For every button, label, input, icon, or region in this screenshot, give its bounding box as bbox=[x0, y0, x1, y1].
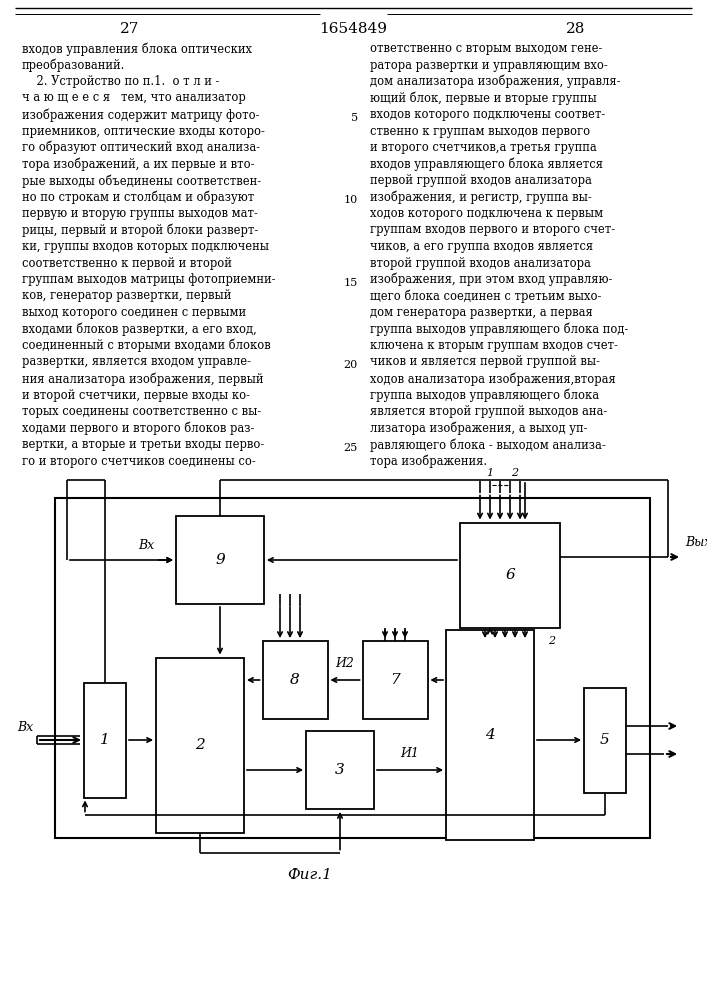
Text: соединенный с вторыми входами блоков: соединенный с вторыми входами блоков bbox=[22, 339, 271, 353]
Bar bbox=[446, 630, 534, 840]
Bar bbox=[460, 522, 560, 628]
Bar bbox=[306, 731, 374, 809]
Text: выход которого соединен с первыми: выход которого соединен с первыми bbox=[22, 306, 246, 319]
Text: второй группой входов анализатора: второй группой входов анализатора bbox=[370, 256, 591, 269]
Text: группа выходов управляющего блока: группа выходов управляющего блока bbox=[370, 388, 599, 402]
Text: дом генератора развертки, а первая: дом генератора развертки, а первая bbox=[370, 306, 592, 319]
Text: 8: 8 bbox=[290, 673, 300, 687]
Text: входов управления блока оптических: входов управления блока оптических bbox=[22, 42, 252, 55]
Text: 5: 5 bbox=[600, 733, 610, 747]
Text: Вх: Вх bbox=[138, 539, 154, 552]
Text: 2. Устройство по п.1.  о т л и -: 2. Устройство по п.1. о т л и - bbox=[22, 75, 219, 88]
Text: и второй счетчики, первые входы ко-: и второй счетчики, первые входы ко- bbox=[22, 388, 250, 401]
Text: но по строкам и столбцам и образуют: но по строкам и столбцам и образуют bbox=[22, 190, 255, 204]
Text: го образуют оптический вход анализа-: го образуют оптический вход анализа- bbox=[22, 141, 260, 154]
Text: Вх: Вх bbox=[17, 721, 33, 734]
Bar bbox=[262, 641, 327, 719]
Text: ственно к группам выходов первого: ственно к группам выходов первого bbox=[370, 124, 590, 137]
Text: рицы, первый и второй блоки разверт-: рицы, первый и второй блоки разверт- bbox=[22, 224, 258, 237]
Bar bbox=[55, 498, 650, 838]
Text: ходов которого подключена к первым: ходов которого подключена к первым bbox=[370, 207, 603, 220]
Bar bbox=[584, 688, 626, 792]
Text: ч а ю щ е е с я   тем, что анализатор: ч а ю щ е е с я тем, что анализатор bbox=[22, 92, 246, 104]
Text: входов которого подключены соответ-: входов которого подключены соответ- bbox=[370, 108, 605, 121]
Text: лизатора изображения, а выход уп-: лизатора изображения, а выход уп- bbox=[370, 422, 588, 435]
Text: дом анализатора изображения, управля-: дом анализатора изображения, управля- bbox=[370, 75, 621, 89]
Text: 27: 27 bbox=[120, 22, 140, 36]
Text: группа выходов управляющего блока под-: группа выходов управляющего блока под- bbox=[370, 322, 629, 336]
Text: рые выходы объединены соответствен-: рые выходы объединены соответствен- bbox=[22, 174, 261, 188]
Text: 2: 2 bbox=[549, 636, 556, 646]
Text: И1: И1 bbox=[401, 747, 419, 760]
Text: вертки, а вторые и третьи входы перво-: вертки, а вторые и третьи входы перво- bbox=[22, 438, 264, 451]
Text: ющий блок, первые и вторые группы: ющий блок, первые и вторые группы bbox=[370, 92, 597, 105]
Text: Фиг.1: Фиг.1 bbox=[288, 868, 332, 882]
Text: 2: 2 bbox=[195, 738, 205, 752]
Bar bbox=[176, 516, 264, 604]
Text: ния анализатора изображения, первый: ния анализатора изображения, первый bbox=[22, 372, 264, 385]
Text: первую и вторую группы выходов мат-: первую и вторую группы выходов мат- bbox=[22, 207, 258, 220]
Text: соответственно к первой и второй: соответственно к первой и второй bbox=[22, 256, 232, 269]
Text: и второго счетчиков,а третья группа: и второго счетчиков,а третья группа bbox=[370, 141, 597, 154]
Text: ходами первого и второго блоков раз-: ходами первого и второго блоков раз- bbox=[22, 422, 255, 435]
Text: группам входов первого и второго счет-: группам входов первого и второго счет- bbox=[370, 224, 615, 236]
Text: ратора развертки и управляющим вхо-: ратора развертки и управляющим вхо- bbox=[370, 58, 608, 72]
Text: группам выходов матрицы фотоприемни-: группам выходов матрицы фотоприемни- bbox=[22, 273, 276, 286]
Text: ходов анализатора изображения,вторая: ходов анализатора изображения,вторая bbox=[370, 372, 616, 385]
Text: чиков и является первой группой вы-: чиков и является первой группой вы- bbox=[370, 356, 600, 368]
Text: 1: 1 bbox=[100, 733, 110, 747]
Text: изображения содержит матрицу фото-: изображения содержит матрицу фото- bbox=[22, 108, 259, 121]
Text: является второй группой выходов ана-: является второй группой выходов ана- bbox=[370, 405, 607, 418]
Text: щего блока соединен с третьим выхо-: щего блока соединен с третьим выхо- bbox=[370, 290, 602, 303]
Text: равляющего блока - выходом анализа-: равляющего блока - выходом анализа- bbox=[370, 438, 606, 452]
Text: 9: 9 bbox=[215, 553, 225, 567]
Text: 2: 2 bbox=[511, 468, 518, 478]
Text: входами блоков развертки, а его вход,: входами блоков развертки, а его вход, bbox=[22, 322, 257, 336]
Bar bbox=[363, 641, 428, 719]
Text: И2: И2 bbox=[336, 657, 354, 670]
Text: 28: 28 bbox=[566, 22, 585, 36]
Text: Вых: Вых bbox=[685, 536, 707, 549]
Text: изображения, и регистр, группа вы-: изображения, и регистр, группа вы- bbox=[370, 190, 592, 204]
Text: первой группой входов анализатора: первой группой входов анализатора bbox=[370, 174, 592, 187]
Text: 5: 5 bbox=[351, 113, 358, 123]
Text: 3: 3 bbox=[335, 763, 345, 777]
Text: ответственно с вторым выходом гене-: ответственно с вторым выходом гене- bbox=[370, 42, 602, 55]
Text: развертки, является входом управле-: развертки, является входом управле- bbox=[22, 356, 251, 368]
Text: приемников, оптические входы которо-: приемников, оптические входы которо- bbox=[22, 124, 265, 137]
Text: торых соединены соответственно с вы-: торых соединены соответственно с вы- bbox=[22, 405, 262, 418]
Text: 15: 15 bbox=[344, 278, 358, 288]
Text: ков, генератор развертки, первый: ков, генератор развертки, первый bbox=[22, 290, 231, 302]
Bar bbox=[156, 658, 244, 832]
Text: 7: 7 bbox=[390, 673, 400, 687]
Text: входов управляющего блока является: входов управляющего блока является bbox=[370, 157, 603, 171]
Text: 20: 20 bbox=[344, 360, 358, 370]
Text: 25: 25 bbox=[344, 443, 358, 453]
Text: преобразований.: преобразований. bbox=[22, 58, 125, 72]
Text: чиков, а его группа входов является: чиков, а его группа входов является bbox=[370, 240, 593, 253]
Text: 4: 4 bbox=[485, 728, 495, 742]
Text: ки, группы входов которых подключены: ки, группы входов которых подключены bbox=[22, 240, 269, 253]
Text: тора изображений, а их первые и вто-: тора изображений, а их первые и вто- bbox=[22, 157, 255, 171]
Text: 6: 6 bbox=[505, 568, 515, 582]
Text: 1654849: 1654849 bbox=[319, 22, 387, 36]
Bar bbox=[84, 682, 126, 798]
Text: 10: 10 bbox=[344, 195, 358, 205]
Text: изображения, при этом вход управляю-: изображения, при этом вход управляю- bbox=[370, 273, 612, 286]
Text: го и второго счетчиков соединены со-: го и второго счетчиков соединены со- bbox=[22, 454, 256, 468]
Text: ключена к вторым группам входов счет-: ключена к вторым группам входов счет- bbox=[370, 339, 618, 352]
Text: тора изображения.: тора изображения. bbox=[370, 454, 487, 468]
Text: 1: 1 bbox=[486, 468, 493, 478]
